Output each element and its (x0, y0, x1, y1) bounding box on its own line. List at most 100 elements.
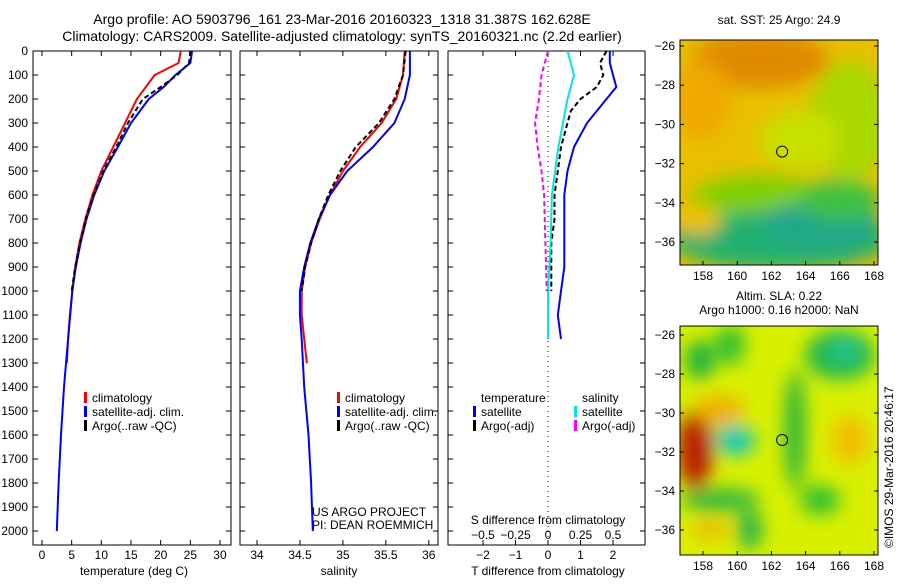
depth-tick-label: 700 (8, 212, 28, 226)
legend-swatch-clim (84, 392, 87, 403)
series-line-argo-raw-qc- (300, 50, 407, 292)
depth-tick-label: 1200 (1, 332, 28, 346)
sst-map-axes: 158 160 162 164 166 168 −26 −28 −30 −32 −34 −36 (655, 39, 885, 283)
legend-label: satellite-adj. clim. (345, 405, 437, 419)
sst-heatmap (680, 40, 878, 265)
salinity-xlabel: salinity (321, 564, 358, 578)
sla-map-subtitle: Argo h1000: 0.16 h2000: NaN (699, 303, 858, 317)
lat-tick-label: −32 (655, 157, 676, 171)
difference-panel (447, 50, 646, 546)
depth-tick-label: 100 (8, 68, 28, 82)
series-line-s-argo-adj- (533, 50, 549, 292)
lon-tick-label: 162 (761, 559, 781, 573)
depth-tick-label: 800 (8, 236, 28, 250)
x-tick-label: 2 (610, 548, 617, 562)
legend-swatch-sat (84, 406, 87, 417)
lat-tick-label: −26 (655, 39, 676, 53)
legend-label: climatology (92, 391, 152, 405)
sst-map-title: sat. SST: 25 Argo: 24.9 (718, 13, 841, 27)
lon-tick-label: 162 (761, 269, 781, 283)
lat-tick-label: −36 (655, 523, 676, 537)
legend-swatch-argo (337, 420, 340, 431)
x-tick-label: 5 (68, 548, 75, 562)
depth-tick-label: 1700 (1, 452, 28, 466)
lon-tick-label: 160 (727, 269, 747, 283)
x-tick-label: 35.5 (374, 548, 398, 562)
salinity-legend: climatology satellite-adj. clim. Argo(..… (337, 391, 437, 433)
salinity-panel (239, 50, 439, 546)
lon-tick-label: 166 (830, 559, 850, 573)
difference-legend: temperature salinity satellite Argo(-adj… (473, 391, 635, 433)
lon-tick-label: 158 (693, 269, 713, 283)
s-tick-label: −0.25 (500, 528, 531, 542)
legend-label: Argo(..raw -QC) (92, 419, 177, 433)
series-line-satellite-adj-clim- (298, 51, 411, 532)
depth-tick-label: 1300 (1, 356, 28, 370)
depth-tick-label: 300 (8, 116, 28, 130)
depth-tick-label: 1900 (1, 500, 28, 514)
credit-text: ©IMOS 29-Mar-2016 20:46:17 (882, 386, 896, 548)
series-line-satellite-adj-clim- (55, 50, 194, 532)
legend-swatch-ssat (574, 406, 577, 417)
lat-tick-label: −28 (655, 367, 676, 381)
series-line-climatology (65, 50, 182, 364)
legend-label: Argo(-adj) (582, 419, 635, 433)
temperature-legend: climatology satellite-adj. clim. Argo(..… (84, 391, 184, 433)
lon-tick-label: 164 (796, 269, 816, 283)
lon-tick-label: 166 (830, 269, 850, 283)
x-tick-label: 1 (577, 548, 584, 562)
legend-header-temperature: temperature (481, 391, 546, 405)
legend-swatch-sat (337, 406, 340, 417)
sla-map-frame (679, 325, 879, 556)
lat-tick-label: −36 (655, 235, 676, 249)
s-tick-label: 0.25 (569, 528, 593, 542)
argo-location-marker (776, 434, 789, 447)
lon-tick-label: 158 (693, 559, 713, 573)
depth-tick-label: 1000 (1, 284, 28, 298)
depth-tick-label: 200 (8, 92, 28, 106)
lat-tick-label: −28 (655, 78, 676, 92)
sla-heatmap (680, 326, 878, 555)
depth-tick-label: 1800 (1, 476, 28, 490)
sst-map-frame (679, 39, 879, 266)
x-tick-label: 35 (336, 548, 350, 562)
temperature-xlabel: temperature (deg C) (80, 564, 188, 578)
depth-tick-label: 600 (8, 188, 28, 202)
x-tick-label: 10 (95, 548, 109, 562)
legend-swatch-sargo (574, 420, 577, 431)
series-line-t-satellite (556, 51, 618, 340)
x-tick-label: 25 (184, 548, 198, 562)
title-line1: Argo profile: AO 5903796_161 23-Mar-2016… (93, 11, 590, 27)
legend-swatch-tsat (473, 406, 476, 417)
sla-map-axes: 158 160 162 164 166 168 −26 −28 −30 −32 −34 −36 (655, 328, 885, 573)
x-tick-label: 20 (154, 548, 168, 562)
lat-tick-label: −32 (655, 445, 676, 459)
legend-label: Argo(..raw -QC) (345, 419, 430, 433)
depth-tick-label: 1500 (1, 404, 28, 418)
x-tick-label: 0 (545, 548, 552, 562)
legend-label: Argo(-adj) (481, 419, 534, 433)
legend-label: climatology (345, 391, 405, 405)
s-tick-label: 0.5 (605, 528, 622, 542)
legend-swatch-argo (84, 420, 87, 431)
depth-tick-label: 500 (8, 164, 28, 178)
x-tick-label: −1 (509, 548, 523, 562)
s-tick-label: 0 (545, 528, 552, 542)
lat-tick-label: −34 (655, 484, 676, 498)
x-tick-label: 34 (250, 548, 264, 562)
legend-header-salinity: salinity (582, 391, 619, 405)
lon-tick-label: 160 (727, 559, 747, 573)
lat-tick-label: −34 (655, 196, 676, 210)
sla-map-title: Altim. SLA: 0.22 (736, 289, 822, 303)
legend-swatch-clim (337, 392, 340, 403)
depth-tick-label: 900 (8, 260, 28, 274)
argo-location-marker (776, 145, 789, 158)
depth-tick-label: 400 (8, 140, 28, 154)
temperature-panel (32, 50, 232, 546)
lon-tick-label: 168 (864, 559, 884, 573)
title-line2: Climatology: CARS2009. Satellite-adjuste… (62, 28, 622, 44)
series-line-argo-raw-qc- (70, 50, 192, 292)
x-tick-label: 15 (124, 548, 138, 562)
